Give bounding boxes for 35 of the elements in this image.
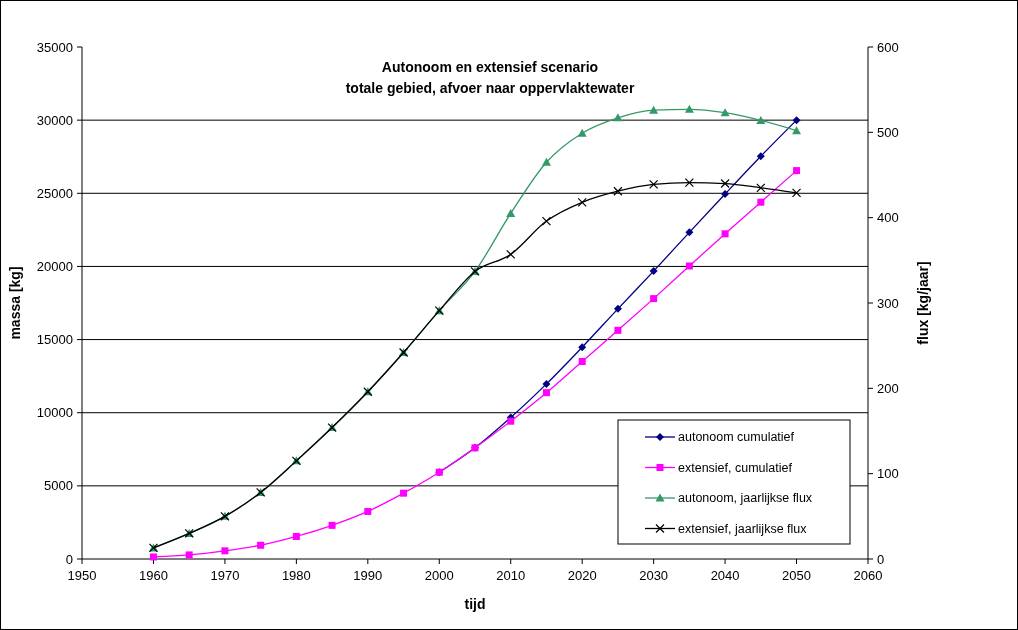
x-tick-label: 1960 <box>138 568 168 583</box>
x-tick-label: 2030 <box>639 568 669 583</box>
x-tick-label: 2060 <box>853 568 883 583</box>
x-tick-label: 2000 <box>424 568 454 583</box>
y-tick-label: 5000 <box>44 478 73 494</box>
y-tick-label: 0 <box>65 551 73 567</box>
x-tick-label: 2050 <box>782 568 812 583</box>
y-tick-label: 20000 <box>36 258 73 274</box>
legend-label: autonoom, jaarlijkse flux <box>678 491 813 506</box>
y-tick-label: 30000 <box>36 112 73 128</box>
x-tick-label: 1950 <box>67 568 97 583</box>
text: Autonoom en extensief scenario totale gebied, afvoer naar oppervlaktewater <box>345 59 635 96</box>
x-tick-label: 2040 <box>710 568 740 583</box>
legend-label: extensief, cumulatief <box>678 460 793 475</box>
x-tick-label: 1990 <box>353 568 383 583</box>
y2-tick-label: 200 <box>877 380 899 396</box>
y-axis-title: massa [kg] <box>7 266 23 340</box>
y-tick-label: 35000 <box>36 39 73 55</box>
x-tick-label: 2020 <box>567 568 597 583</box>
y2-tick-label: 600 <box>877 39 899 55</box>
y2-tick-label: 300 <box>877 295 899 311</box>
y2-tick-label: 100 <box>877 466 899 482</box>
x-tick-label: 2010 <box>496 568 526 583</box>
y2-tick-label: 500 <box>877 124 899 140</box>
x-tick-label: 1980 <box>281 568 311 583</box>
x-tick-label: 1970 <box>210 568 240 583</box>
y-tick-label: 25000 <box>36 185 73 201</box>
y2-tick-label: 0 <box>877 551 885 567</box>
y2-axis-title: flux [kg/jaar] <box>915 261 931 345</box>
y2-tick-label: 400 <box>877 210 899 226</box>
x-axis-title: tijd <box>464 596 486 612</box>
legend-label: extensief, jaarlijkse flux <box>678 521 808 536</box>
y-tick-label: 15000 <box>36 332 73 348</box>
y-tick-label: 10000 <box>36 405 73 421</box>
legend-label: autonoom cumulatief <box>678 430 795 445</box>
